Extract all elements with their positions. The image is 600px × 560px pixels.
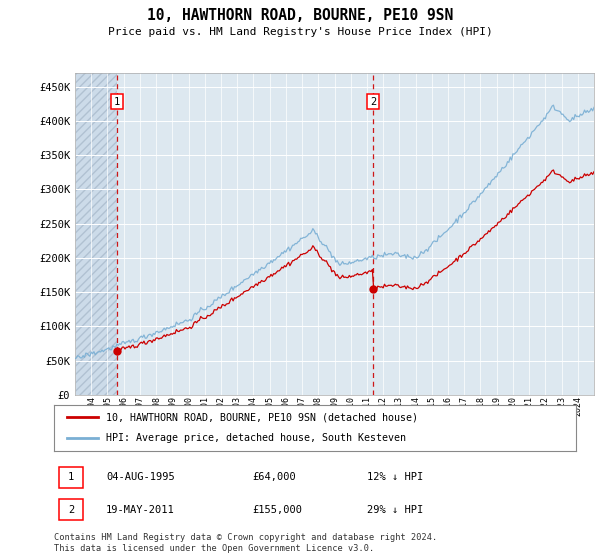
Text: 2: 2 — [370, 97, 376, 107]
Text: 29% ↓ HPI: 29% ↓ HPI — [367, 505, 424, 515]
Text: 10, HAWTHORN ROAD, BOURNE, PE10 9SN: 10, HAWTHORN ROAD, BOURNE, PE10 9SN — [147, 8, 453, 24]
Bar — [59, 467, 83, 488]
Text: Price paid vs. HM Land Registry's House Price Index (HPI): Price paid vs. HM Land Registry's House … — [107, 27, 493, 37]
Text: 2: 2 — [68, 505, 74, 515]
Text: 12% ↓ HPI: 12% ↓ HPI — [367, 473, 424, 482]
Text: 1: 1 — [68, 473, 74, 482]
Text: HPI: Average price, detached house, South Kesteven: HPI: Average price, detached house, Sout… — [106, 433, 406, 444]
Text: £155,000: £155,000 — [253, 505, 302, 515]
Text: 19-MAY-2011: 19-MAY-2011 — [106, 505, 175, 515]
Text: 10, HAWTHORN ROAD, BOURNE, PE10 9SN (detached house): 10, HAWTHORN ROAD, BOURNE, PE10 9SN (det… — [106, 412, 418, 422]
Text: 1: 1 — [114, 97, 120, 107]
Bar — [59, 499, 83, 520]
Text: Contains HM Land Registry data © Crown copyright and database right 2024.
This d: Contains HM Land Registry data © Crown c… — [54, 533, 437, 553]
Text: 04-AUG-1995: 04-AUG-1995 — [106, 473, 175, 482]
Bar — [75, 73, 117, 395]
Text: £64,000: £64,000 — [253, 473, 296, 482]
